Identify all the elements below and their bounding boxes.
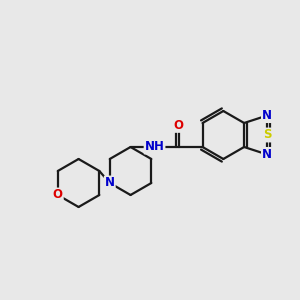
Text: S: S	[263, 128, 271, 142]
Text: NH: NH	[145, 140, 164, 154]
Text: N: N	[262, 109, 272, 122]
Text: N: N	[262, 148, 272, 161]
Text: O: O	[53, 188, 63, 202]
Text: O: O	[173, 119, 184, 132]
Text: N: N	[105, 176, 115, 190]
